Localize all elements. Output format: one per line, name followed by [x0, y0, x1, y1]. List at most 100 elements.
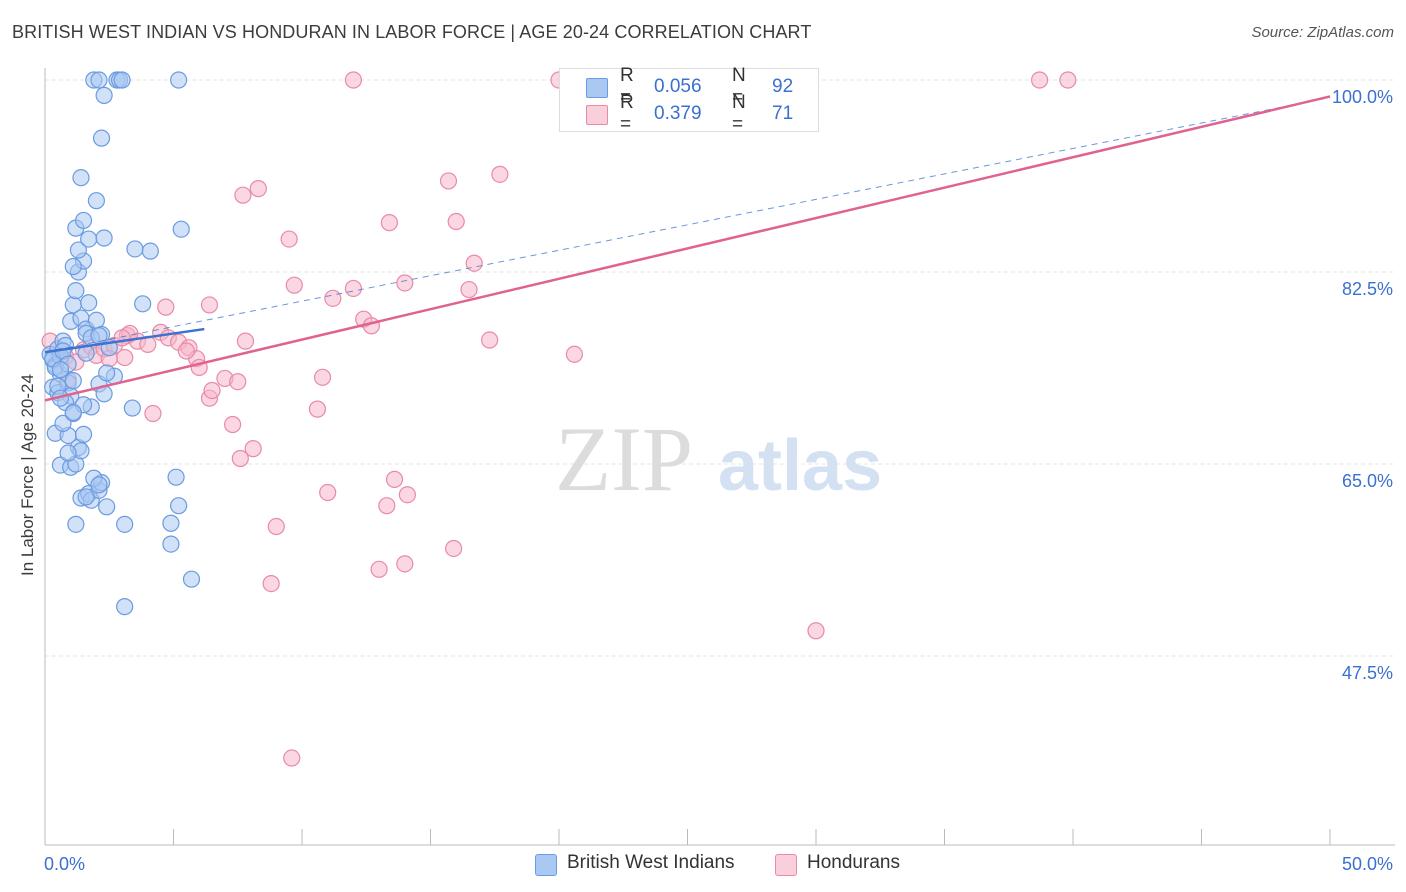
british-west-indian-point [64, 372, 82, 390]
source-label: Source: ZipAtlas.com [1251, 24, 1394, 41]
legend-r-value: 0.056 [654, 76, 702, 97]
british-west-indian-point [141, 242, 159, 260]
british-west-indian-point [67, 282, 85, 300]
legend-swatch-blue [535, 854, 557, 876]
trend-lines [44, 95, 1331, 402]
honduran-point [244, 440, 262, 458]
british-west-indian-point [90, 71, 108, 89]
british-west-indian-point [116, 598, 134, 616]
british-west-indian-point [54, 414, 72, 433]
british-west-indian-point [98, 498, 116, 516]
honduran-point [447, 212, 465, 231]
british-west-indian-point [172, 220, 190, 238]
honduran-point [234, 186, 252, 204]
honduran-point [267, 517, 285, 536]
honduran-point [439, 172, 458, 190]
honduran-point [385, 470, 404, 488]
british-west-indian-point [170, 71, 188, 89]
legend-n-value: 71 [772, 103, 794, 124]
honduran-point [807, 622, 825, 640]
british-west-indian-point [162, 514, 180, 532]
blue-trend-dashed [44, 97, 1331, 353]
honduran-point [344, 279, 362, 298]
british-west-indian-point [69, 241, 88, 259]
honduran-point [144, 404, 162, 423]
honduran-point [313, 368, 332, 386]
legend-label: British West Indians [567, 852, 735, 873]
british-west-indian-point [167, 468, 185, 486]
british-west-indian-point [123, 399, 141, 417]
honduran-point [481, 331, 499, 349]
british-west-indian-point [87, 311, 106, 329]
y-tick-label: 47.5% [1342, 663, 1393, 683]
british-west-indian-point [90, 476, 108, 494]
watermark-zip: ZIP [555, 408, 693, 510]
british-west-indian-point [134, 295, 152, 313]
british-west-indian-point [64, 257, 82, 276]
honduran-point [324, 289, 342, 307]
british-west-indian-point [74, 425, 93, 443]
british-west-indian-point [64, 403, 82, 422]
y-axis-label: In Labor Force | Age 20-24 [18, 374, 37, 576]
legend-swatch-pink [586, 105, 608, 125]
legend-swatch-blue [586, 78, 608, 98]
honduran-point [200, 296, 219, 314]
correlation-legend: R = 0.056 N = 92 R = 0.379 N = 71 [559, 65, 819, 135]
legend-n-value: 92 [772, 76, 794, 97]
honduran-point [285, 276, 303, 294]
honduran-point [236, 332, 255, 350]
honduran-point [319, 483, 337, 502]
x-tick-label: 50.0% [1342, 854, 1393, 874]
watermark-atlas: atlas [718, 426, 882, 506]
watermark: ZIP atlas [555, 408, 882, 510]
honduran-point [1030, 71, 1049, 89]
british-west-indian-point [80, 230, 98, 248]
honduran-point [565, 345, 584, 363]
legend-swatch-pink [775, 854, 797, 876]
british-west-indian-point [182, 570, 201, 588]
legend-r-label: R = [620, 92, 634, 135]
british-west-indian-point [59, 444, 77, 462]
y-tick-label: 82.5% [1342, 279, 1393, 299]
honduran-point [229, 373, 247, 391]
british-west-indian-point [170, 497, 188, 515]
british-west-indian-point [95, 86, 113, 104]
british-west-indian-point [162, 535, 180, 553]
honduran-point [249, 180, 267, 198]
honduran-point [398, 486, 416, 504]
honduran-point [370, 560, 388, 578]
british-west-indian-point [126, 240, 144, 258]
british-west-indian-point [113, 71, 131, 89]
gridlines [45, 79, 1395, 657]
british-west-indian-point [67, 515, 85, 533]
legend-r-label: R = [620, 65, 634, 108]
tick-labels: 47.5% 65.0% 82.5% 100.0% 0.0% 50.0% [44, 87, 1393, 874]
chart-title: BRITISH WEST INDIAN VS HONDURAN IN LABOR… [12, 22, 812, 42]
honduran-point [116, 348, 134, 367]
legend-label: Hondurans [807, 852, 900, 873]
british-west-indian-point [72, 169, 90, 187]
british-west-indian-point [116, 515, 134, 533]
british-west-indians-points [41, 71, 201, 616]
y-tick-label: 100.0% [1332, 87, 1393, 107]
british-west-indian-point [95, 229, 113, 247]
axes [44, 68, 1395, 846]
british-west-indian-point [87, 192, 106, 210]
legend-n-label: N = [732, 65, 746, 108]
british-west-indian-point [92, 129, 111, 147]
legend-n-label: N = [732, 92, 746, 135]
honduran-point [378, 497, 396, 515]
honduran-point [283, 749, 301, 767]
honduran-point [344, 71, 362, 89]
honduran-point [177, 342, 195, 360]
honduran-point [280, 230, 298, 248]
series-legend: British West Indians Hondurans [535, 852, 935, 876]
honduran-point [262, 574, 280, 593]
honduran-point [465, 254, 483, 272]
honduran-point [203, 381, 221, 400]
y-tick-label: 65.0% [1342, 471, 1393, 491]
british-west-indian-point [51, 361, 70, 379]
honduran-point [396, 274, 414, 292]
honduran-point [308, 400, 327, 418]
